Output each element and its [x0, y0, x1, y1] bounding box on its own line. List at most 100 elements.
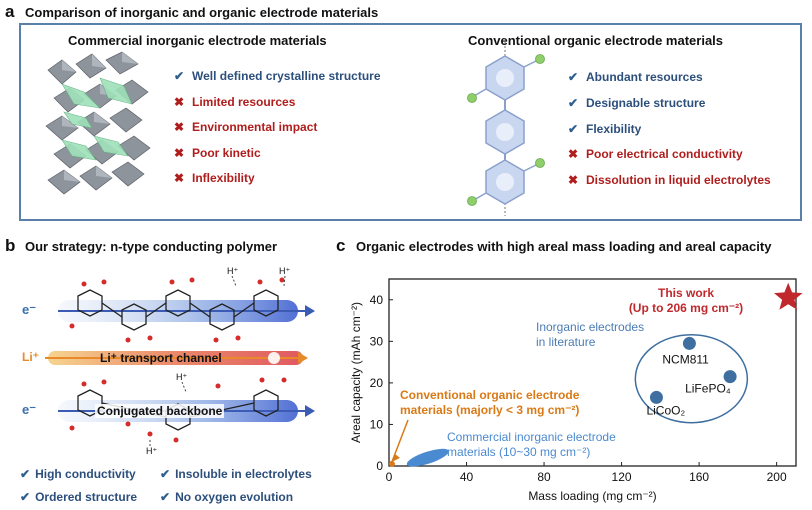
check-icon: ✔: [20, 490, 31, 504]
inorganic-literature-label-1: Inorganic electrodes: [536, 320, 644, 334]
li-label: Li⁺: [22, 350, 39, 364]
cross-icon: ✖: [567, 173, 579, 188]
inorganic-feature-text: Limited resources: [192, 94, 296, 109]
point-label-lifepo4: LiFePO₄: [685, 382, 731, 396]
top-chain-arrowhead: [305, 305, 315, 317]
organic-feature-4: ✖ Dissolution in liquid electrolytes: [566, 173, 771, 187]
x-tick-label: 120: [612, 470, 632, 484]
organic-feature-3: ✖ Poor electrical conductivity: [566, 147, 743, 161]
h-plus-label-4: H⁺: [146, 446, 158, 456]
feature-no-oxygen-evolution: ✔ No oxygen evolution: [160, 490, 294, 504]
organic-molecule-illustration: [467, 38, 545, 216]
inorganic-feature-4: ✖ Inflexibility: [172, 171, 255, 185]
check-icon: ✔: [160, 490, 171, 504]
commercial-inorganic-label-1: Commercial inorganic electrode: [447, 430, 616, 444]
organic-feature-text: Abundant resources: [586, 70, 703, 84]
conjugated-backbone-label: Conjugated backbone: [95, 404, 225, 418]
feature-insoluble: ✔ Insoluble in electrolytes: [160, 467, 312, 481]
inorganic-heading: Commercial inorganic electrode materials: [68, 33, 327, 48]
bottom-chain-arrowhead: [305, 405, 315, 417]
top-chain-rings: [77, 289, 279, 331]
feature-high-conductivity: ✔ High conductivity: [20, 467, 136, 481]
organic-feature-1: ✔ Designable structure: [566, 96, 705, 110]
data-point-0: [682, 336, 696, 350]
inorganic-literature-label-2: in literature: [536, 335, 596, 349]
check-icon: ✔: [173, 69, 185, 83]
organic-feature-text: Poor electrical conductivity: [586, 147, 743, 162]
panel-c-letter: c: [336, 236, 346, 255]
check-icon: ✔: [20, 467, 31, 481]
top-chain-oxygens: [69, 277, 285, 343]
cross-icon: ✖: [173, 120, 185, 134]
y-tick-label: 30: [370, 334, 384, 348]
plot-frame: [388, 278, 797, 467]
cross-icon: ✖: [173, 94, 185, 109]
point-label-ncm811: NCM811: [662, 352, 709, 366]
check-icon: ✔: [567, 70, 579, 84]
y-axis-label: Areal capacity (mAh cm⁻²): [349, 302, 363, 443]
organic-feature-text: Designable structure: [586, 95, 706, 110]
li-ion-glow: [268, 352, 280, 364]
organic-feature-2: ✔ Flexibility: [566, 122, 641, 136]
inorganic-feature-2: ✖ Environmental impact: [172, 120, 317, 134]
conventional-organic-label-2: materials (majorly < 3 mg cm⁻²): [400, 403, 579, 417]
panel-a-letter: a: [5, 2, 15, 21]
x-tick-label: 40: [460, 470, 474, 484]
check-icon: ✔: [160, 467, 171, 481]
h-plus-label-3: H⁺: [176, 372, 188, 382]
commercial-inorganic-label-2: materials (10~30 mg cm⁻²): [447, 445, 590, 459]
inorganic-feature-text: Poor kinetic: [192, 145, 261, 160]
inorganic-feature-1: ✖ Limited resources: [172, 95, 295, 109]
this-work-label-2: (Up to 206 mg cm⁻²): [629, 301, 743, 315]
this-work-star: [774, 282, 803, 310]
h-plus-label-2: H⁺: [279, 266, 291, 276]
conventional-organic-point: [388, 460, 395, 467]
inorganic-literature-region: [634, 333, 749, 424]
x-tick-label: 80: [537, 470, 551, 484]
electron-label-bottom: e⁻: [22, 402, 37, 417]
x-axis-label: Mass loading (mg cm⁻²): [528, 489, 656, 503]
data-point-2: [649, 390, 663, 404]
inorganic-feature-3: ✖ Poor kinetic: [172, 146, 261, 160]
panel-b-letter: b: [5, 236, 16, 255]
panel-b-title: Our strategy: n-type conducting polymer: [25, 239, 278, 254]
x-tick-label: 200: [767, 470, 787, 484]
conventional-organic-arrowhead: [391, 453, 400, 462]
organic-feature-text: Dissolution in liquid electrolytes: [586, 173, 771, 188]
check-icon: ✔: [567, 121, 579, 136]
y-tick-label: 0: [376, 459, 383, 473]
y-tick-label: 40: [370, 293, 384, 307]
panel-a-box: [19, 23, 802, 221]
commercial-inorganic-region: [406, 448, 449, 467]
cross-icon: ✖: [173, 171, 185, 185]
li-transport-channel-label: Li⁺ transport channel: [100, 351, 222, 365]
li-channel-arrowhead: [298, 352, 308, 364]
inorganic-feature-text: Inflexibility: [192, 171, 255, 185]
check-icon: ✔: [567, 95, 579, 110]
panel-a-title: Comparison of inorganic and organic elec…: [25, 5, 379, 20]
inorganic-feature-0: ✔ Well defined crystalline structure: [172, 69, 381, 83]
organic-heading: Conventional organic electrode materials: [468, 33, 724, 48]
organic-feature-0: ✔ Abundant resources: [566, 70, 703, 84]
panel-c-title: Organic electrodes with high areal mass …: [356, 239, 772, 254]
x-tick-label: 0: [386, 470, 393, 484]
data-point-1: [723, 370, 737, 384]
cross-icon: ✖: [173, 145, 185, 160]
this-work-label-1: This work: [658, 286, 714, 300]
inorganic-feature-text: Environmental impact: [192, 120, 318, 134]
inorganic-feature-text: Well defined crystalline structure: [192, 69, 381, 83]
point-label-licoo2: LiCoO₂: [646, 403, 685, 417]
y-tick-label: 10: [370, 417, 384, 431]
feature-ordered-structure: ✔ Ordered structure: [20, 490, 138, 504]
bottom-chain-oxygens: [69, 377, 287, 443]
h-plus-label-1: H⁺: [227, 266, 239, 276]
conventional-organic-label-1: Conventional organic electrode: [400, 388, 580, 402]
y-tick-label: 20: [370, 376, 384, 390]
x-tick-label: 160: [689, 470, 709, 484]
hydrogen-bond-lines: [149, 275, 286, 448]
electron-label-top: e⁻: [22, 302, 37, 317]
crystal-lattice: [45, 51, 151, 195]
